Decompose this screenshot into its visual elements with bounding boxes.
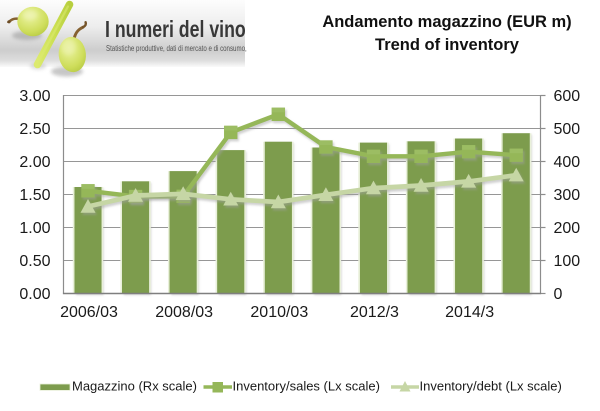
svg-text:100: 100 xyxy=(554,253,581,270)
svg-text:600: 600 xyxy=(554,88,581,105)
svg-text:3.00: 3.00 xyxy=(19,88,50,105)
svg-text:1.50: 1.50 xyxy=(19,187,50,204)
svg-text:2012/3: 2012/3 xyxy=(350,304,399,321)
svg-text:1.00: 1.00 xyxy=(19,220,50,237)
svg-text:Magazzino (Rx scale): Magazzino (Rx scale) xyxy=(72,379,197,394)
svg-text:2014/3: 2014/3 xyxy=(445,304,494,321)
svg-text:2006/03: 2006/03 xyxy=(60,304,118,321)
svg-text:400: 400 xyxy=(554,154,581,171)
svg-text:2010/03: 2010/03 xyxy=(250,304,308,321)
svg-text:0.50: 0.50 xyxy=(19,253,50,270)
svg-text:2.50: 2.50 xyxy=(19,121,50,138)
svg-text:2.00: 2.00 xyxy=(19,154,50,171)
svg-text:Inventory/debt (Lx scale): Inventory/debt (Lx scale) xyxy=(420,379,562,394)
svg-text:2008/03: 2008/03 xyxy=(155,304,213,321)
svg-text:0: 0 xyxy=(554,286,563,303)
svg-text:Inventory/sales (Lx scale): Inventory/sales (Lx scale) xyxy=(233,379,380,394)
svg-text:500: 500 xyxy=(554,121,581,138)
svg-text:200: 200 xyxy=(554,220,581,237)
svg-text:0.00: 0.00 xyxy=(19,286,50,303)
svg-text:300: 300 xyxy=(554,187,581,204)
